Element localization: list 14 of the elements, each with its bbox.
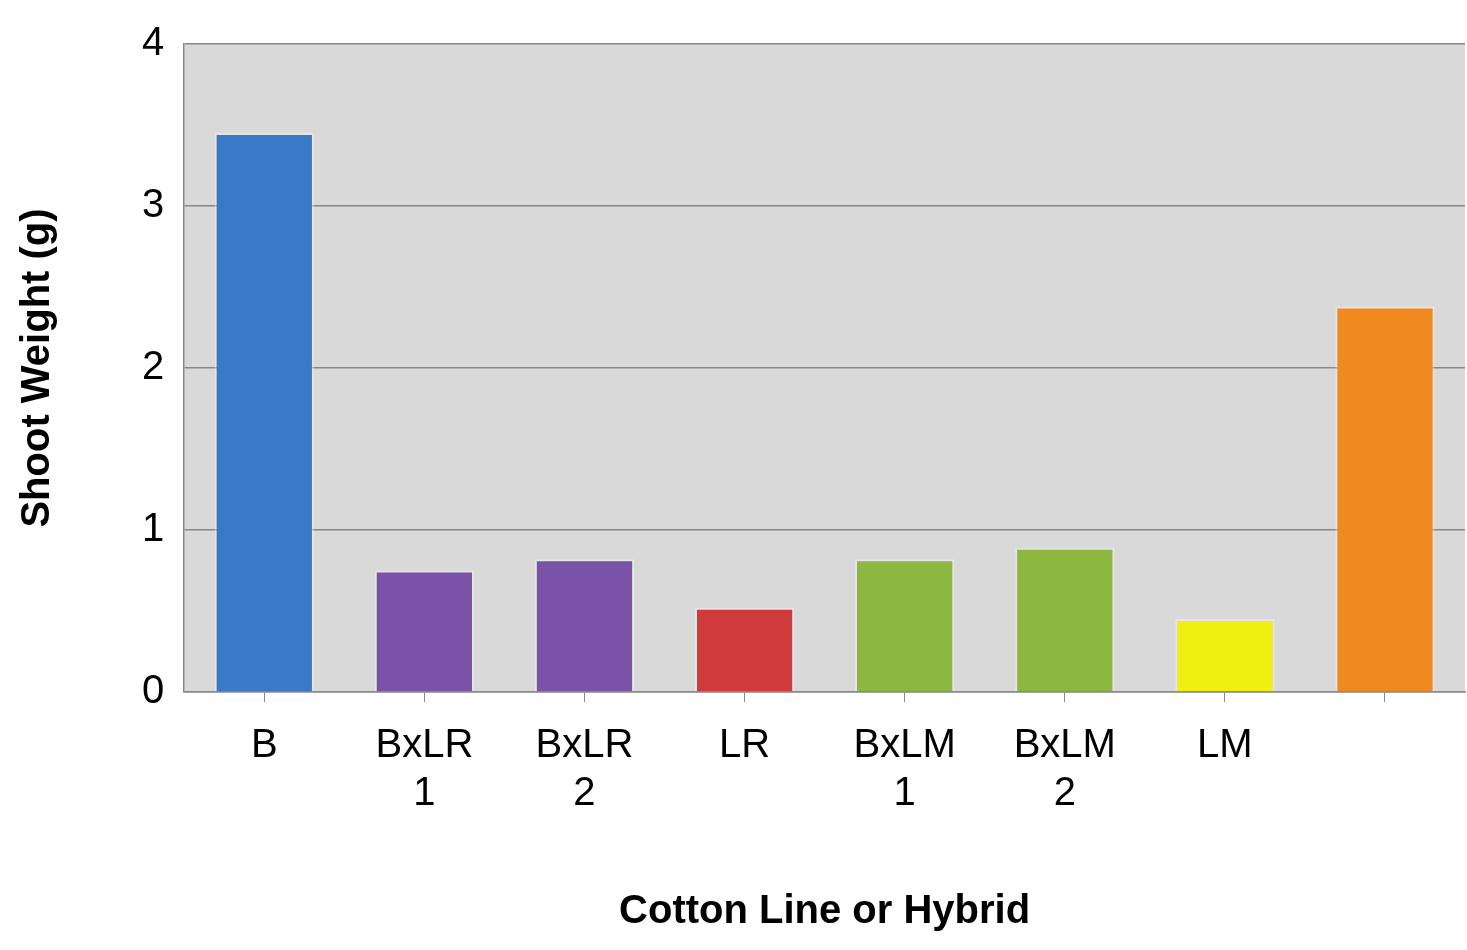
y-tick-label: 2 xyxy=(142,343,165,388)
y-tick-label: 4 xyxy=(142,19,165,64)
x-tick-label: LM xyxy=(1197,721,1253,766)
x-tick-label: B xyxy=(250,721,278,766)
y-axis-title: Shoot Weight (g) xyxy=(13,208,58,528)
y-tick-label: 0 xyxy=(142,667,165,712)
x-tick-label: BxLR 2 xyxy=(535,721,634,814)
x-tick-label: BxLM 1 xyxy=(853,721,956,814)
y-tick-label: 3 xyxy=(142,181,165,226)
x-axis-title: Cotton Line or Hybrid xyxy=(619,887,1031,932)
x-tick-label: LR xyxy=(719,721,771,766)
y-tick-label: 1 xyxy=(142,505,165,550)
x-tick-label: BxLR 1 xyxy=(375,721,474,814)
x-tick-label: BxLM 2 xyxy=(1013,721,1116,814)
